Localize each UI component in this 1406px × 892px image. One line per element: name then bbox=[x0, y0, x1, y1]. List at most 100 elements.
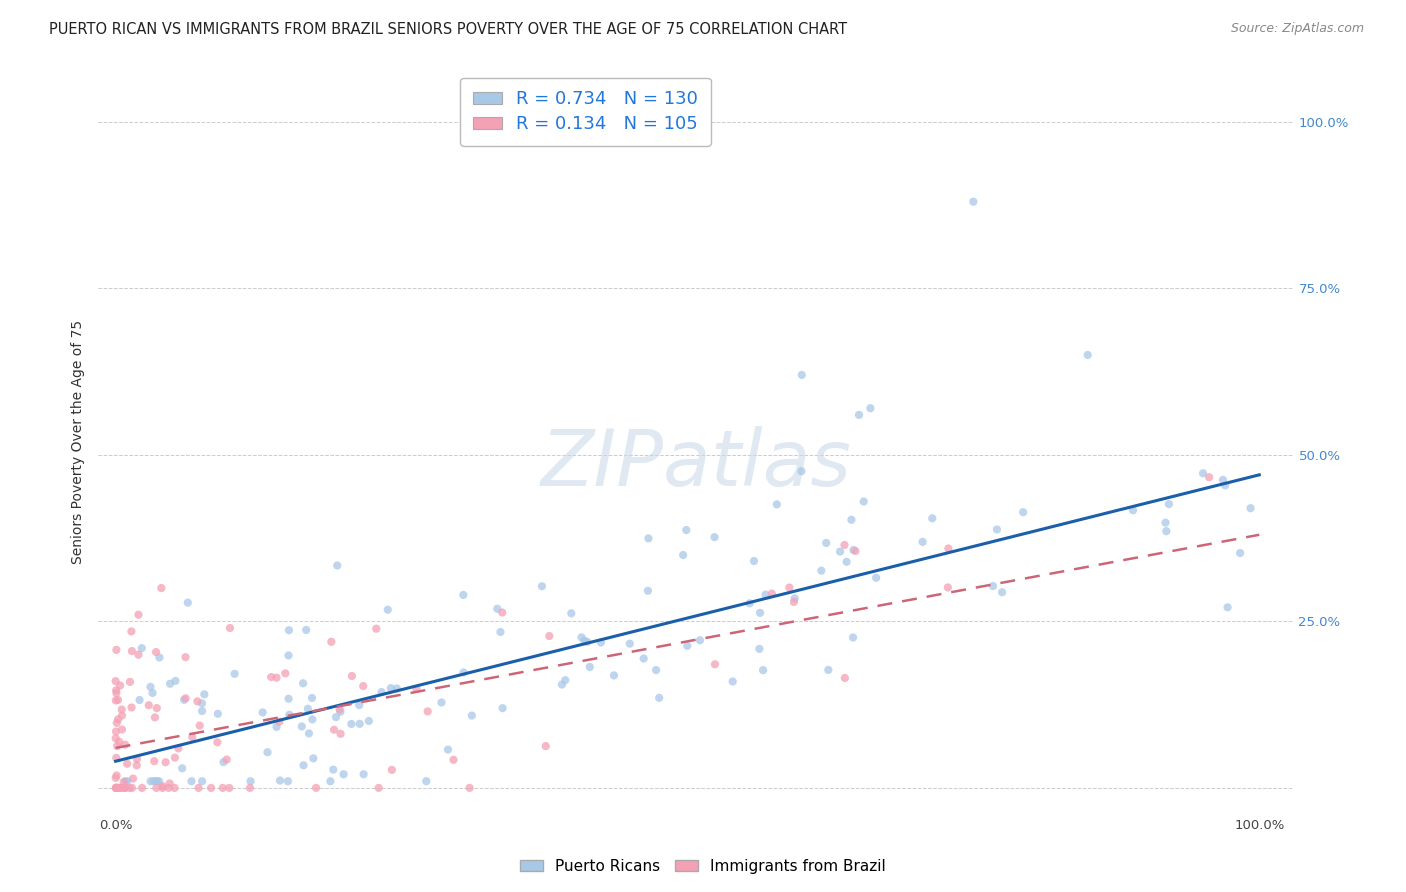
Point bbox=[817, 663, 839, 677]
Point bbox=[211, 780, 233, 795]
Point bbox=[443, 753, 465, 767]
Point bbox=[329, 702, 352, 716]
Point bbox=[301, 712, 323, 726]
Point bbox=[453, 588, 475, 602]
Point bbox=[366, 622, 388, 636]
Point bbox=[852, 494, 875, 508]
Point bbox=[357, 714, 380, 728]
Point bbox=[329, 705, 352, 719]
Point bbox=[105, 751, 128, 765]
Point bbox=[380, 681, 402, 695]
Point bbox=[274, 666, 297, 681]
Point bbox=[292, 758, 315, 772]
Point bbox=[1229, 546, 1251, 560]
Point bbox=[675, 523, 697, 537]
Point bbox=[157, 780, 180, 795]
Point bbox=[742, 554, 765, 568]
Text: PUERTO RICAN VS IMMIGRANTS FROM BRAZIL SENIORS POVERTY OVER THE AGE OF 75 CORREL: PUERTO RICAN VS IMMIGRANTS FROM BRAZIL S… bbox=[49, 22, 848, 37]
Point bbox=[703, 530, 725, 544]
Point bbox=[172, 761, 194, 775]
Point bbox=[186, 694, 208, 708]
Point bbox=[121, 700, 143, 714]
Point bbox=[269, 714, 291, 729]
Point bbox=[139, 680, 162, 694]
Point bbox=[637, 532, 659, 546]
Point bbox=[224, 666, 246, 681]
Point bbox=[148, 774, 170, 789]
Point bbox=[191, 704, 214, 718]
Point bbox=[159, 676, 181, 690]
Point bbox=[302, 751, 325, 765]
Point bbox=[689, 633, 711, 648]
Point bbox=[278, 624, 301, 638]
Point bbox=[260, 670, 283, 684]
Point bbox=[212, 755, 235, 769]
Point bbox=[295, 623, 318, 637]
Point bbox=[150, 581, 173, 595]
Point bbox=[105, 780, 128, 795]
Point bbox=[152, 779, 174, 793]
Text: Source: ZipAtlas.com: Source: ZipAtlas.com bbox=[1230, 22, 1364, 36]
Point bbox=[752, 663, 775, 677]
Point bbox=[340, 669, 363, 683]
Point bbox=[252, 706, 274, 720]
Point bbox=[783, 591, 806, 606]
Point bbox=[266, 720, 288, 734]
Point bbox=[325, 710, 347, 724]
Point bbox=[108, 678, 131, 692]
Point bbox=[430, 696, 453, 710]
Point bbox=[127, 607, 149, 622]
Point bbox=[1157, 497, 1180, 511]
Point bbox=[174, 650, 197, 665]
Point bbox=[108, 735, 131, 749]
Point bbox=[146, 774, 169, 789]
Point bbox=[155, 756, 177, 770]
Point bbox=[107, 693, 129, 707]
Point bbox=[1156, 524, 1178, 538]
Point bbox=[534, 739, 557, 753]
Point bbox=[163, 750, 186, 764]
Point bbox=[167, 741, 190, 756]
Point bbox=[145, 645, 167, 659]
Point bbox=[676, 639, 699, 653]
Point bbox=[921, 511, 943, 525]
Point bbox=[323, 723, 346, 737]
Point bbox=[269, 773, 291, 788]
Point bbox=[111, 702, 134, 716]
Point bbox=[962, 194, 984, 209]
Point bbox=[105, 739, 128, 753]
Point bbox=[111, 723, 134, 737]
Point bbox=[122, 772, 145, 786]
Point bbox=[842, 543, 865, 558]
Point bbox=[239, 774, 262, 789]
Point bbox=[105, 686, 128, 700]
Point bbox=[118, 780, 141, 795]
Point bbox=[128, 693, 150, 707]
Point bbox=[187, 780, 209, 795]
Point bbox=[105, 780, 128, 795]
Point bbox=[277, 648, 299, 663]
Legend: R = 0.734   N = 130, R = 0.134   N = 105: R = 0.734 N = 130, R = 0.134 N = 105 bbox=[460, 78, 710, 146]
Point bbox=[159, 776, 181, 790]
Point bbox=[104, 771, 127, 785]
Point bbox=[1212, 473, 1234, 487]
Point bbox=[139, 774, 162, 789]
Point bbox=[200, 780, 222, 795]
Point bbox=[138, 698, 160, 713]
Point bbox=[405, 681, 427, 696]
Point bbox=[321, 634, 343, 648]
Point bbox=[841, 513, 863, 527]
Point bbox=[637, 583, 659, 598]
Y-axis label: Seniors Poverty Over the Age of 75: Seniors Poverty Over the Age of 75 bbox=[72, 319, 86, 564]
Point bbox=[114, 780, 136, 795]
Point bbox=[218, 780, 240, 795]
Point bbox=[131, 641, 153, 656]
Point bbox=[104, 780, 127, 795]
Point bbox=[815, 536, 838, 550]
Point bbox=[105, 780, 128, 795]
Point bbox=[352, 679, 374, 693]
Point bbox=[239, 780, 262, 795]
Point bbox=[108, 780, 131, 795]
Point bbox=[415, 774, 437, 789]
Point bbox=[121, 644, 143, 658]
